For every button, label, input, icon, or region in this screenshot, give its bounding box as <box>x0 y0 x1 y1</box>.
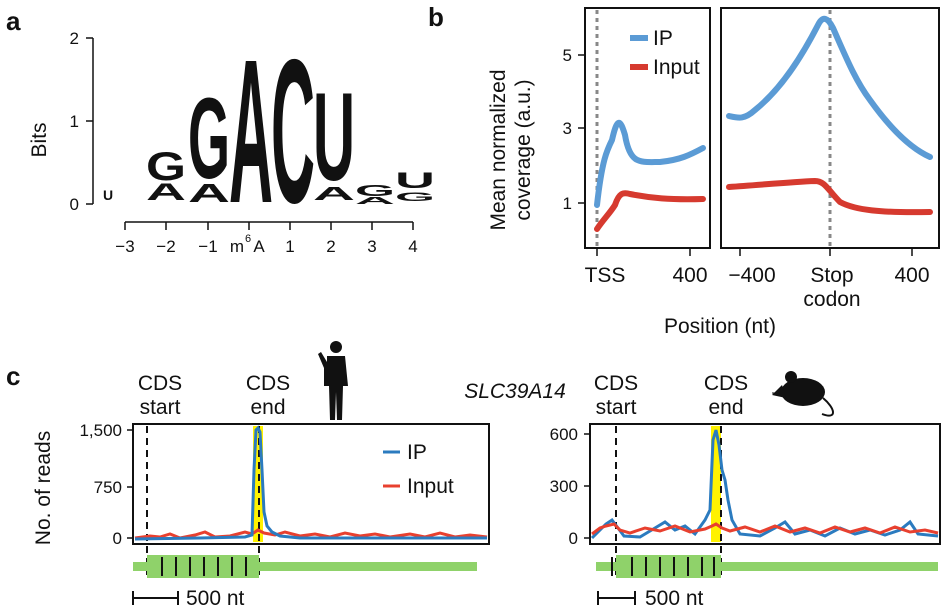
cds-end-label: end <box>708 396 743 419</box>
metagene-legend: IP Input <box>630 27 700 79</box>
human-gene-model <box>133 555 477 578</box>
mouse-ytick: 600 <box>550 425 578 444</box>
human-icon <box>318 341 348 420</box>
metagene-right-plot: −400 Stop codon 400 <box>720 7 940 311</box>
logo-xtick: −1 <box>198 237 217 256</box>
logo-xtick-sup: 6 <box>245 233 251 245</box>
metagene-ytick: 5 <box>563 46 572 65</box>
human-legend-input: Input <box>407 475 454 498</box>
logo-ytick: 2 <box>70 29 79 48</box>
metagene-y-axis: 5 3 1 <box>563 46 585 213</box>
metagene-ytick: 1 <box>563 194 572 213</box>
panel-a-letter: a <box>6 6 21 36</box>
metagene-xtick: 400 <box>894 264 929 287</box>
logo-letter-A: A <box>229 17 273 246</box>
cds-start-label: start <box>140 396 181 419</box>
human-input-line <box>134 528 488 540</box>
mouse-scale-label: 500 nt <box>645 587 704 610</box>
human-scale-bar: 500 nt <box>132 587 245 610</box>
logo-letter-C: C <box>271 17 315 246</box>
logo-letter-U: U <box>395 168 435 193</box>
metagene-right-input-line <box>726 177 933 216</box>
logo-letter-small: U <box>103 187 113 203</box>
metagene-xtick-stop: Stop <box>810 264 853 287</box>
tracks-y-label: No. of reads <box>32 431 55 545</box>
logo-letter-A: A <box>188 178 230 208</box>
human-scale-label: 500 nt <box>186 587 245 610</box>
mouse-gene-model <box>596 555 938 578</box>
mouse-scale-bar: 500 nt <box>597 587 704 610</box>
metagene-left-input-line <box>594 190 706 232</box>
human-ytick: 1,500 <box>79 421 122 440</box>
panel-b-letter: b <box>428 2 444 32</box>
cds-end-label: CDS <box>704 372 748 395</box>
metagene-xtick-codon: codon <box>803 288 860 311</box>
human-legend-ip: IP <box>407 441 427 464</box>
metagene-xtick: 400 <box>672 264 707 287</box>
metagene-xtick-tss: TSS <box>585 264 626 287</box>
panel-c-letter: c <box>6 361 20 391</box>
logo-xtick-A: A <box>253 237 265 256</box>
logo-y-axis: 2 1 0 <box>70 29 94 214</box>
logo-xtick: 1 <box>285 237 294 256</box>
mouse-ip-line <box>590 429 939 540</box>
logo-letter-G: G <box>146 145 186 189</box>
logo-letter-G: G <box>355 183 395 200</box>
metagene-legend-input: Input <box>653 56 700 79</box>
logo-xtick-m: m <box>230 237 244 256</box>
logo-xtick: −3 <box>115 237 134 256</box>
human-ytick: 0 <box>113 529 122 548</box>
logo-xtick: 4 <box>408 237 417 256</box>
logo-ytick: 0 <box>70 195 79 214</box>
mouse-track: CDS start CDS end 600 300 0 <box>550 371 941 610</box>
human-ytick: 750 <box>94 478 122 497</box>
human-track: CDS start CDS end 1,500 750 0 IP Input <box>79 341 490 610</box>
cds-start-label: start <box>596 396 637 419</box>
logo-letter-U: U <box>313 68 355 207</box>
human-legend: IP Input <box>383 441 454 498</box>
metagene-x-label: Position (nt) <box>664 315 776 338</box>
metagene-ytick: 3 <box>563 119 572 138</box>
logo-letter-A: A <box>146 179 186 206</box>
logo-letter-A: A <box>355 196 395 207</box>
logo-xtick: 3 <box>367 237 376 256</box>
logo-x-axis: −3 −2 −1 m 6 A 1 2 3 4 <box>115 221 418 256</box>
metagene-left-plot: TSS 400 <box>584 7 711 287</box>
mouse-input-line <box>591 522 939 536</box>
metagene-y-label-line2: coverage (a.u.) <box>512 79 535 220</box>
logo-letter-A: A <box>313 184 355 204</box>
logo-xtick: 2 <box>326 237 335 256</box>
logo-ytick: 1 <box>70 112 79 131</box>
cds-end-label: end <box>250 396 285 419</box>
logo-y-label: Bits <box>28 122 51 157</box>
logo-letter-G: G <box>395 190 435 204</box>
metagene-legend-ip: IP <box>653 27 673 50</box>
metagene-y-label-line1: Mean normalized <box>487 69 510 230</box>
metagene-left-ip-line <box>594 119 706 208</box>
cds-start-label: CDS <box>594 372 638 395</box>
logo-xtick: −2 <box>156 237 175 256</box>
mouse-ytick: 300 <box>550 477 578 496</box>
cds-end-label: CDS <box>246 372 290 395</box>
sequence-logo: U G A G A A C U A G A U G <box>103 17 435 246</box>
gene-name: SLC39A14 <box>464 380 566 403</box>
metagene-xtick: −400 <box>728 264 775 287</box>
human-ip-line <box>134 425 487 541</box>
logo-letter-G: G <box>188 75 230 203</box>
mouse-icon <box>772 371 834 417</box>
cds-start-label: CDS <box>138 372 182 395</box>
mouse-ytick: 0 <box>569 529 578 548</box>
metagene-right-ip-line <box>726 15 933 160</box>
